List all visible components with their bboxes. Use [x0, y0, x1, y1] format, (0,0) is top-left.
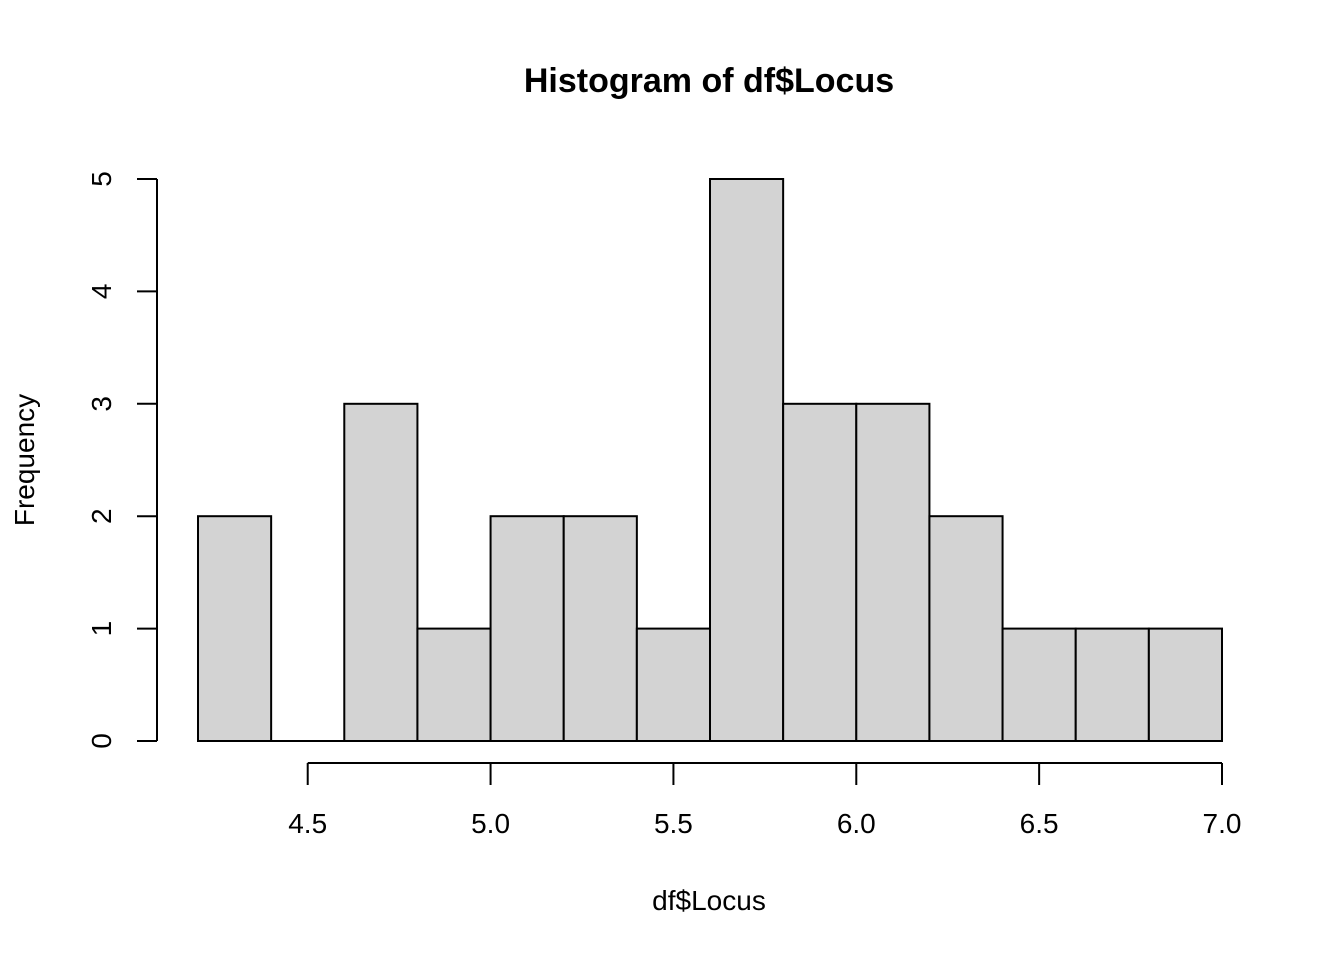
y-tick-label: 1	[86, 621, 117, 637]
histogram-bar-2	[343, 402, 419, 742]
histogram-bar-5	[562, 515, 638, 743]
y-tick-label: 5	[86, 171, 117, 187]
bars-group	[197, 178, 1224, 743]
y-axis-label: Frequency	[9, 394, 40, 526]
x-tick-label: 5.0	[471, 808, 510, 839]
y-axis: 0 1 2 3 4 5	[86, 171, 158, 749]
histogram-bar-9	[855, 402, 931, 742]
x-tick-label: 6.5	[1020, 808, 1059, 839]
y-tick-label: 0	[86, 733, 117, 749]
histogram-bar-0	[197, 515, 273, 743]
x-axis-label: df$Locus	[652, 885, 766, 916]
y-tick-label: 4	[86, 284, 117, 300]
histogram-bar-4	[489, 515, 565, 743]
x-axis: 4.5 5.0 5.5 6.0 6.5 7.0	[288, 762, 1242, 839]
x-tick-label: 6.0	[837, 808, 876, 839]
x-tick-label: 4.5	[288, 808, 327, 839]
histogram-bar-11	[1001, 627, 1077, 742]
histogram-bar-12	[1074, 627, 1150, 742]
histogram-bar-3	[416, 627, 492, 742]
y-tick-label: 3	[86, 396, 117, 412]
y-tick-label: 2	[86, 508, 117, 524]
histogram-bar-13	[1147, 627, 1224, 742]
histogram-bar-8	[782, 402, 858, 742]
histogram-bar-6	[635, 627, 711, 742]
x-tick-label: 7.0	[1203, 808, 1242, 839]
x-tick-label: 5.5	[654, 808, 693, 839]
histogram-bar-10	[928, 515, 1004, 743]
chart-title: Histogram of df$Locus	[524, 62, 894, 100]
histogram-bar-7	[709, 178, 785, 742]
